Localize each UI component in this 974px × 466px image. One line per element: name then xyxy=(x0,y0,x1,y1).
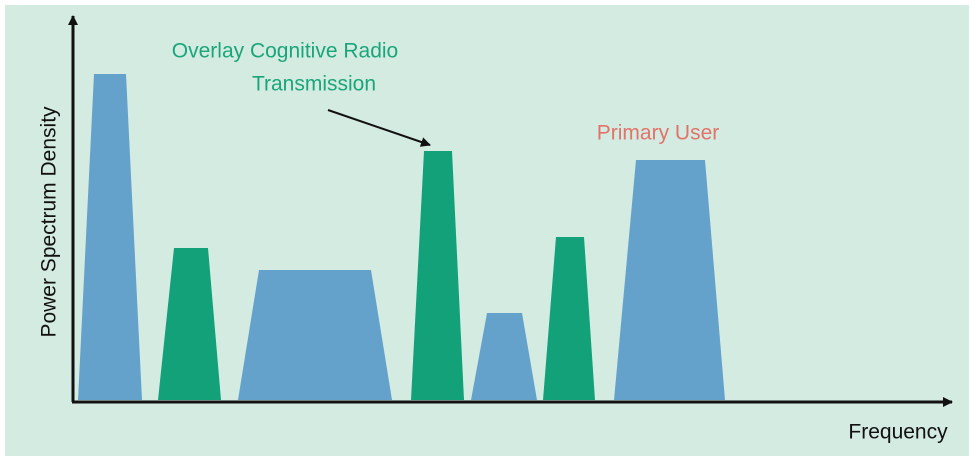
overlay-band xyxy=(158,248,221,400)
overlay-label: Transmission xyxy=(252,73,376,96)
primary-band xyxy=(614,160,725,400)
primary-band xyxy=(78,74,142,400)
y-axis-label: Power Spectrum Density xyxy=(38,106,61,338)
primary-band xyxy=(471,313,537,400)
x-axis-label: Frequency xyxy=(848,421,948,444)
overlay-label: Overlay Cognitive Radio xyxy=(172,40,398,63)
annotation-arrow xyxy=(327,109,431,147)
primary-label: Primary User xyxy=(597,122,720,145)
overlay-band xyxy=(411,151,464,400)
bands xyxy=(78,74,725,400)
primary-band xyxy=(238,270,392,400)
overlay-band xyxy=(543,237,595,400)
